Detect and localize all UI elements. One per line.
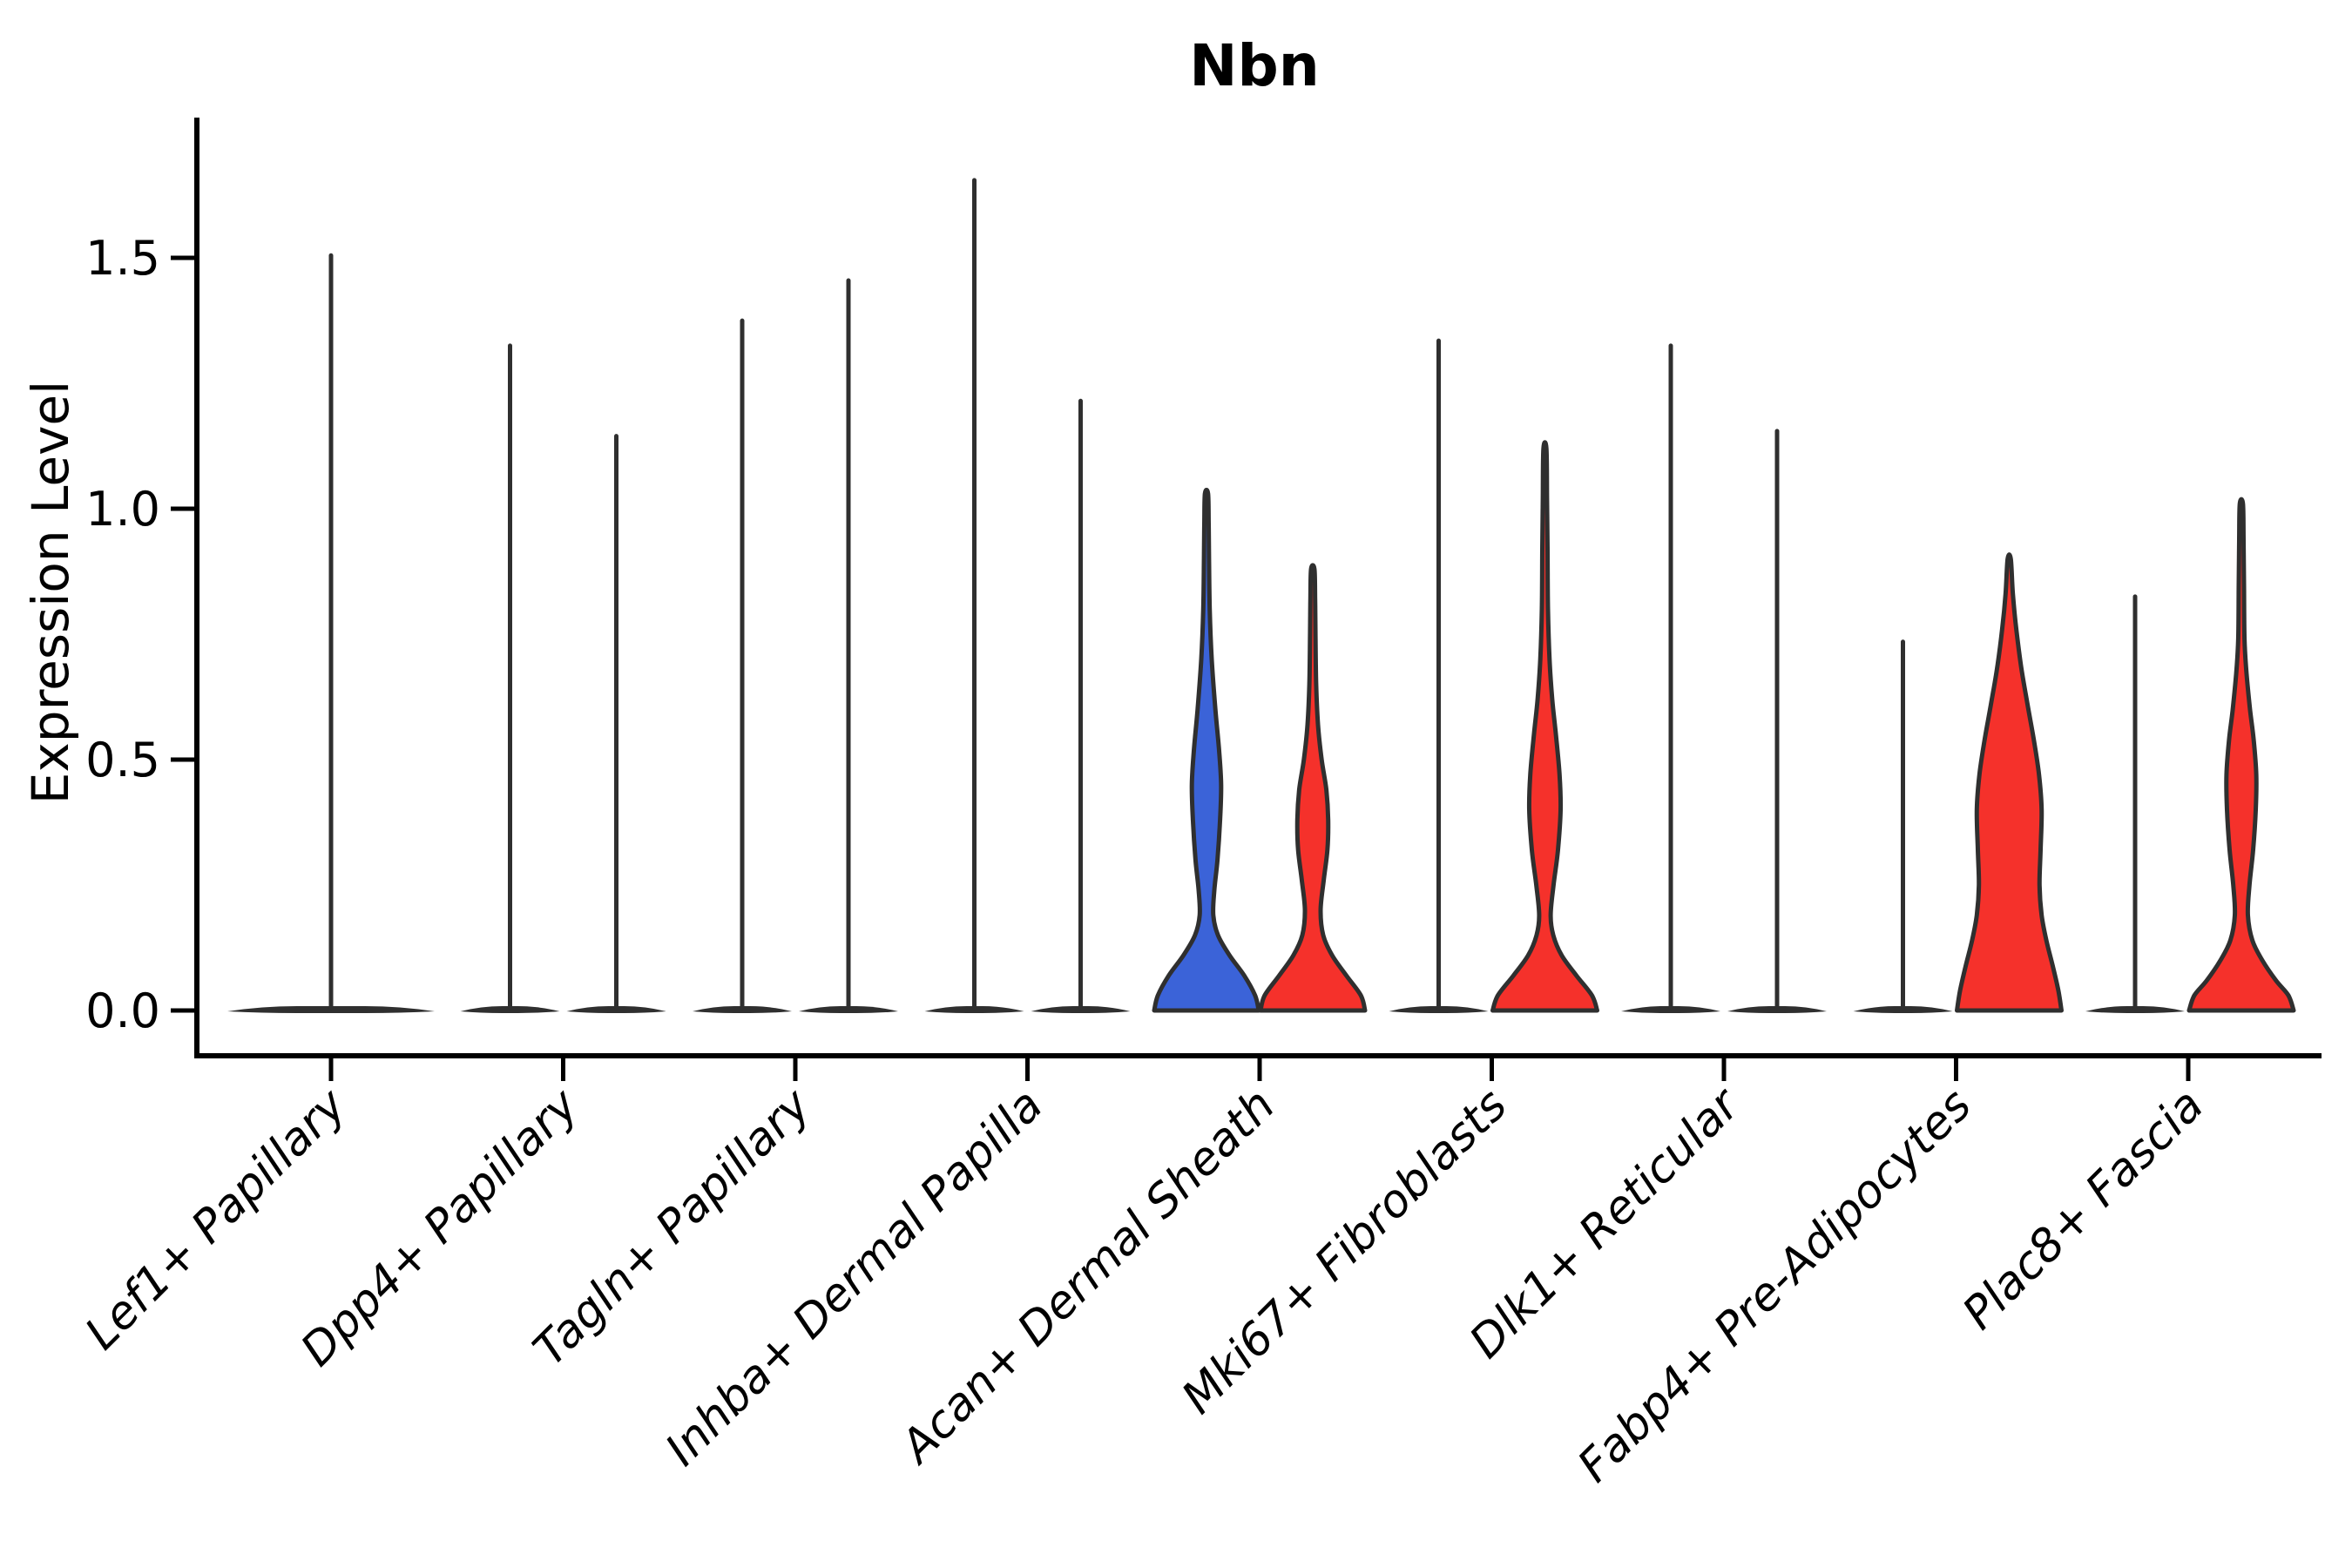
axes	[194, 118, 2322, 1058]
y-tick-label-1.5: 1.5	[85, 231, 160, 286]
chart-title: Nbn	[1189, 32, 1319, 99]
y-tick-label-0.0: 0.0	[85, 983, 160, 1038]
y-axis-label: Expression Level	[21, 381, 80, 804]
violin-plac8-fascia-right	[2186, 497, 2296, 1013]
y-tick-label-0.5: 0.5	[85, 733, 160, 787]
violin-acan-dermal-sheath-right	[1258, 563, 1368, 1013]
violin-fabp4-pre-adipocytes-right	[1955, 552, 2064, 1013]
violin-mki67-fibroblasts-right	[1490, 440, 1599, 1013]
x-label-inhba-dermal-papilla: Inhba+ Dermal Papilla	[656, 1079, 1053, 1477]
y-tick-label-1.0: 1.0	[85, 482, 160, 537]
x-label-acan-dermal-sheath: Acan+ Dermal Sheath	[889, 1079, 1285, 1475]
y-axis-ticks: 0.0 0.5 1.0 1.5	[85, 231, 194, 1038]
violins	[227, 178, 2296, 1013]
x-label-fabp4-pre-adipocytes: Fabp4+ Pre-Adipocytes	[1568, 1079, 1982, 1493]
violin-acan-dermal-sheath-left	[1152, 487, 1261, 1013]
x-label-plac8-fascia: Plac8+ Fascia	[1953, 1079, 2213, 1340]
